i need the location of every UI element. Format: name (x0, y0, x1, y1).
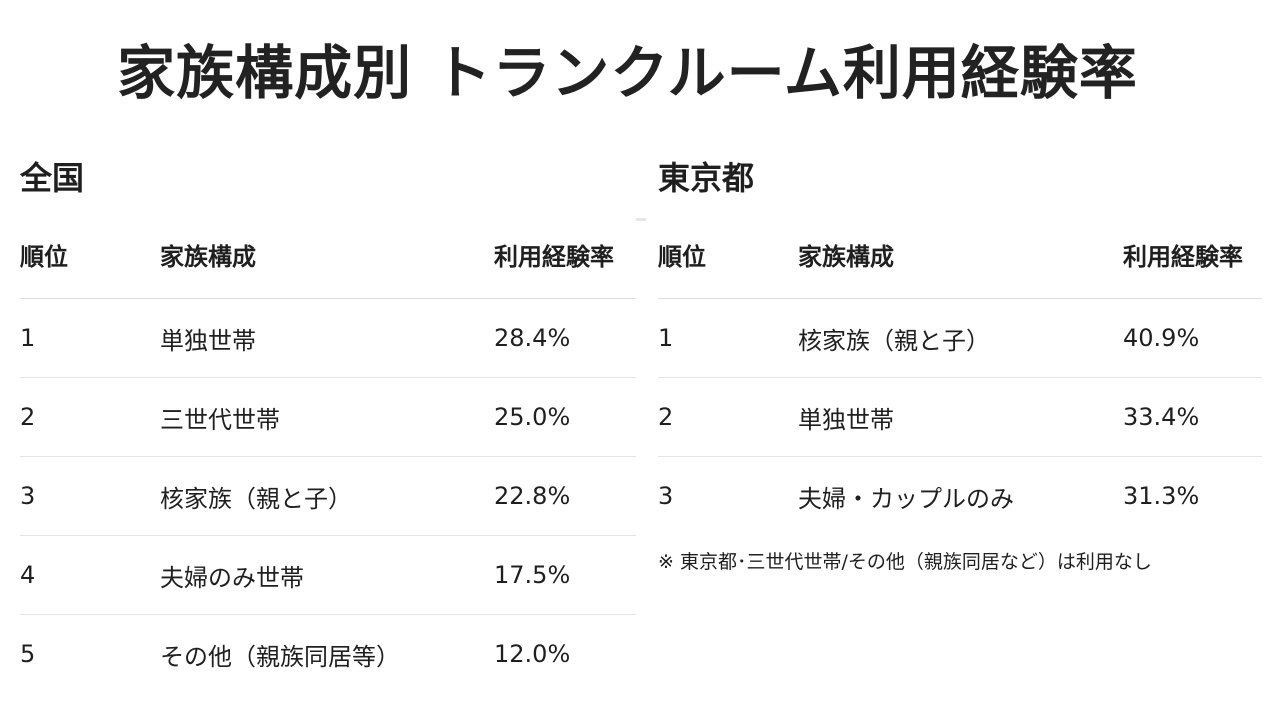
rank-cell: 3 (658, 482, 674, 510)
rank-column-header: 順位 (658, 240, 798, 299)
divider-mark (636, 218, 646, 221)
rate-cell: 31.3% (1123, 482, 1200, 510)
table-row: 4 夫婦のみ世帯 17.5% (20, 535, 636, 615)
rate-column-header: 利用経験率 (494, 240, 636, 299)
rank-cell: 2 (658, 377, 798, 457)
table-row: 1 核家族（親と子） 40.9% (658, 298, 1262, 378)
rank-column-header: 順位 (20, 240, 160, 299)
family-column-header: 家族構成 (798, 240, 1123, 299)
table-row: 1 単独世帯 28.4% (20, 298, 636, 378)
table-row: 3 核家族（親と子） 22.8% (20, 456, 636, 536)
family-cell: 三世代世帯 (160, 377, 494, 457)
tokyo-table: 順位 家族構成 利用経験率 1 核家族（親と子） 40.9% 2 単独世帯 33… (658, 240, 1262, 535)
rate-cell: 28.4% (494, 298, 636, 378)
rate-cell: 17.5% (494, 535, 636, 615)
family-cell: 夫婦・カップルのみ (798, 484, 1014, 513)
rank-cell: 3 (20, 456, 160, 536)
rate-column-header: 利用経験率 (1123, 240, 1262, 299)
table-header-row: 順位 家族構成 利用経験率 (658, 240, 1262, 299)
rate-cell: 40.9% (1123, 298, 1262, 378)
family-column-header: 家族構成 (160, 240, 494, 299)
page-title: 家族構成別 トランクルーム利用経験率 (117, 39, 1138, 107)
family-cell: 核家族（親と子） (160, 456, 494, 536)
table-row: 2 三世代世帯 25.0% (20, 377, 636, 457)
rate-cell: 25.0% (494, 377, 636, 457)
tokyo-section: 東京都 順位 家族構成 利用経験率 1 核家族（親と子） 40.9% 2 単独世… (658, 150, 1262, 574)
family-cell: 単独世帯 (160, 298, 494, 378)
rate-cell: 12.0% (494, 640, 571, 668)
rate-cell: 22.8% (494, 456, 636, 536)
family-cell: 夫婦のみ世帯 (160, 535, 494, 615)
tokyo-note: ※ 東京都･三世代世帯/その他（親族同居など）は利用なし (658, 551, 1152, 573)
table-row: 3 夫婦・カップルのみ 31.3% (658, 457, 1262, 536)
rank-cell: 1 (658, 298, 798, 378)
family-cell: 核家族（親と子） (798, 298, 1123, 378)
national-heading: 全国 (20, 159, 85, 197)
table-row: 5 その他（親族同居等） 12.0% (20, 615, 636, 694)
national-table: 順位 家族構成 利用経験率 1 単独世帯 28.4% 2 三世代世帯 25.0%… (20, 240, 636, 693)
rank-cell: 4 (20, 535, 160, 615)
table-header-row: 順位 家族構成 利用経験率 (20, 240, 636, 299)
rate-cell: 33.4% (1123, 377, 1262, 457)
rank-cell: 1 (20, 298, 160, 378)
table-row: 2 単独世帯 33.4% (658, 377, 1262, 457)
rank-cell: 2 (20, 377, 160, 457)
family-cell: 単独世帯 (798, 377, 1123, 457)
family-cell: その他（親族同居等） (160, 642, 400, 671)
rank-cell: 5 (20, 640, 36, 668)
national-section: 全国 順位 家族構成 利用経験率 1 単独世帯 28.4% 2 三世代世帯 25… (20, 150, 636, 693)
tokyo-heading: 東京都 (658, 159, 755, 197)
